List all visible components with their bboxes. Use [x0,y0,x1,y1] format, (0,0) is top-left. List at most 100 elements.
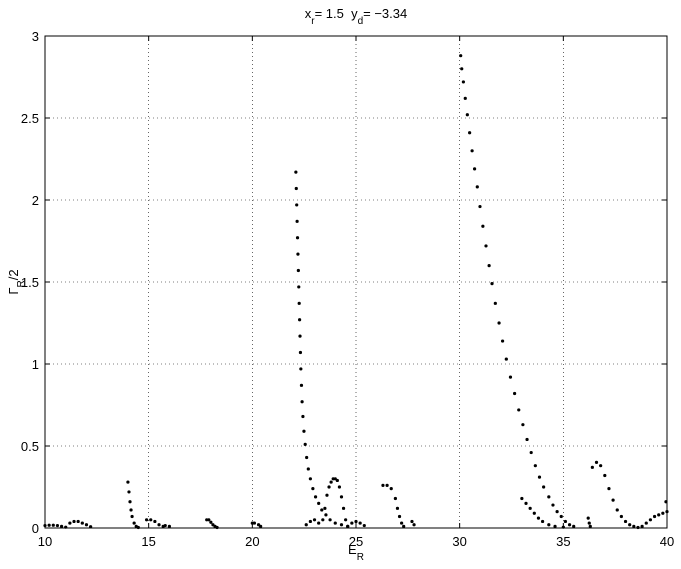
x-tick-label: 30 [452,534,466,549]
data-point [508,375,513,379]
data-point [127,490,131,494]
data-point [561,525,565,529]
data-point [542,485,546,489]
data-point [532,511,536,515]
y-tick-label: 3 [32,29,39,44]
data-point [607,487,611,491]
data-point [664,500,668,504]
data-point [303,442,307,446]
data-point [547,495,551,499]
data-point [130,514,134,519]
data-point [313,495,318,499]
data-point [410,519,414,524]
data-point [551,503,555,507]
data-point [481,224,485,228]
data-point [298,350,303,355]
data-point [64,525,68,529]
chart-title-part: = 1.5 y [315,6,358,21]
y-tick-label: 2.5 [21,111,39,126]
data-point [529,450,533,455]
data-point [478,204,482,209]
x-tick-label: 15 [141,534,155,549]
data-point [325,493,329,497]
data-point [321,518,325,522]
data-point [312,518,317,522]
y-tick-label: 1 [32,357,39,372]
data-point [547,523,551,527]
data-point [305,455,309,460]
data-point [470,149,474,153]
data-point [149,518,153,522]
data-point [525,437,529,442]
data-point [76,519,80,524]
data-point [615,508,619,512]
data-point [572,524,576,528]
data-point [339,495,344,499]
data-point [665,510,669,514]
x-axis-label-part: E [348,542,357,557]
data-point [590,465,594,469]
data-point [296,268,300,273]
chart-title: xr= 1.5 yd= −3.34 [305,6,408,27]
data-point [47,523,51,527]
y-tick-label: 2 [32,193,39,208]
data-point [657,513,661,517]
data-point [393,496,397,501]
data-point [461,80,465,84]
data-point [358,521,362,525]
data-point [528,506,532,510]
data-point [207,518,211,522]
chart-title-part: = −3.34 [363,6,407,21]
data-point [209,520,213,524]
data-point [59,524,64,528]
x-tick-label: 25 [349,534,363,549]
data-point [468,131,472,135]
data-point [335,478,339,483]
data-point [661,511,665,515]
data-point [640,524,644,528]
chart-title-subscript: d [358,16,364,27]
data-point [541,519,545,524]
data-point [153,519,157,524]
data-point [329,480,333,484]
data-point [567,523,572,527]
data-point [517,408,521,412]
data-point [68,521,72,525]
data-point [644,521,648,525]
data-point [521,423,525,427]
data-point [51,523,55,527]
data-point [341,506,346,510]
data-point [306,467,310,471]
data-point [311,487,315,491]
data-point [297,301,301,305]
data-point [294,186,298,191]
data-point [132,521,136,525]
data-point [299,367,303,371]
data-point [299,383,304,387]
data-point [586,516,590,520]
data-point [623,519,628,524]
data-point [487,264,491,268]
data-point [472,167,477,171]
data-point [252,521,257,525]
x-tick-label: 40 [660,534,674,549]
data-point [524,501,528,505]
data-point [304,523,308,527]
x-tick-label: 20 [245,534,259,549]
data-point [395,506,400,510]
data-point [520,496,524,501]
data-point [300,400,304,404]
chart-title-subscript: r [311,16,315,27]
data-point [296,252,300,256]
data-point [536,516,541,520]
data-point [308,477,312,481]
data-point [559,514,563,519]
chart-title-part: x [305,6,312,21]
data-point [619,514,623,519]
data-point [493,301,497,305]
data-point [295,236,300,240]
data-point [611,498,615,502]
data-point [259,524,263,528]
data-point [89,525,93,529]
data-point [294,170,298,174]
